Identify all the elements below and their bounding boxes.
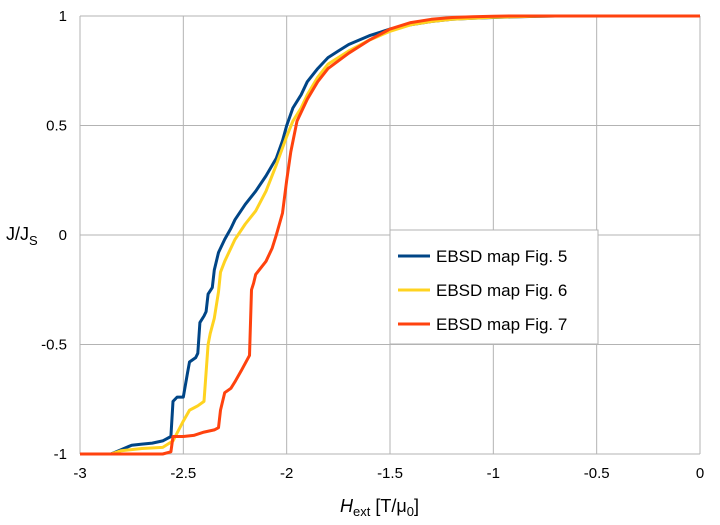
x-tick-label: -2: [280, 465, 293, 482]
legend: EBSD map Fig. 5 EBSD map Fig. 6 EBSD map F…: [389, 229, 599, 345]
series-line-7: [80, 14, 700, 456]
x-tick-label: -3: [73, 465, 86, 482]
y-axis-label: J/JS: [6, 224, 38, 248]
x-axis-label: Hext [T/μ0]: [340, 496, 419, 519]
y-tick-label: 0.5: [46, 118, 67, 135]
legend-label: EBSD map Fig. 5: [436, 247, 567, 266]
y-tick-label: -1: [54, 446, 67, 463]
x-tick-label: -0.5: [584, 465, 610, 482]
y-tick-label: 1: [59, 8, 67, 25]
x-tick-label: -1.5: [377, 465, 403, 482]
x-tick-label: -1: [487, 465, 500, 482]
legend-label: EBSD map Fig. 6: [436, 281, 567, 300]
y-tick-label: 0: [59, 227, 67, 244]
y-tick-label: -0.5: [41, 337, 67, 354]
x-tick-label: 0: [696, 465, 704, 482]
series-lines: [80, 14, 700, 456]
x-tick-label: -2.5: [170, 465, 196, 482]
series-line-6: [80, 14, 700, 456]
legend-label: EBSD map Fig. 7: [436, 315, 567, 334]
tick-labels: -3 -2.5 -2 -1.5 -1 -0.5 0 -1 -0.5 0 0.5 1: [41, 8, 704, 482]
